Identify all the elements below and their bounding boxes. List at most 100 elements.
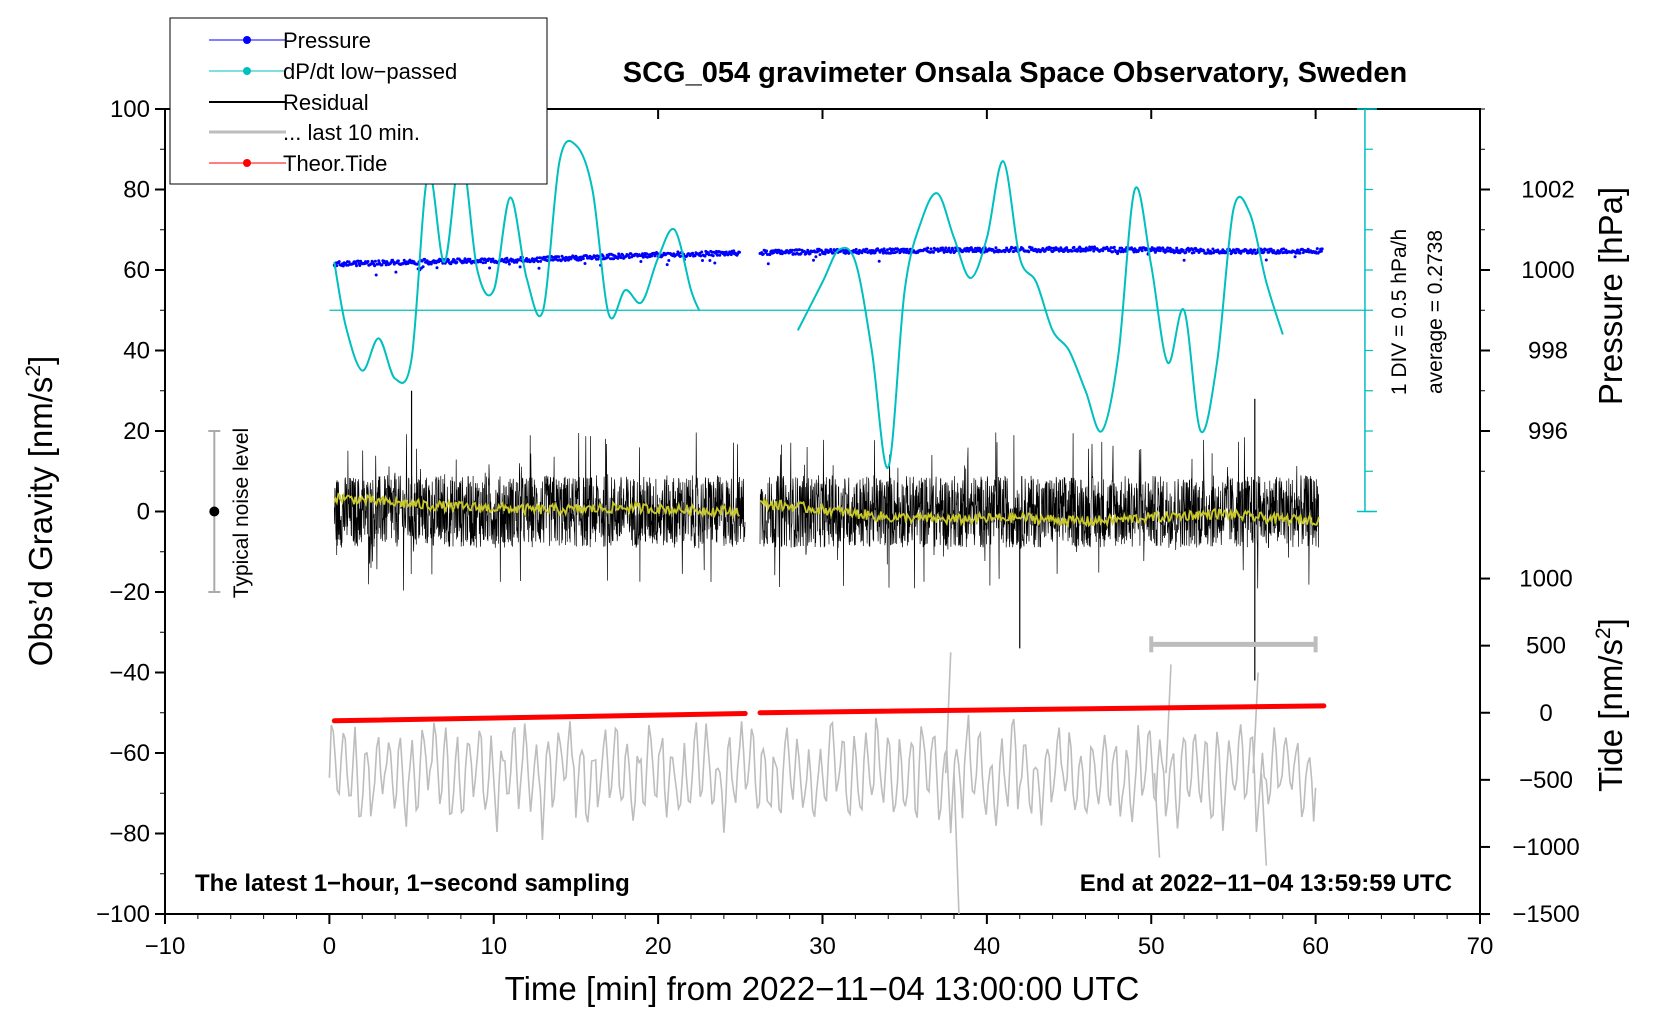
pressure-point — [356, 259, 360, 263]
pressure-point — [468, 257, 472, 261]
pressure-point — [699, 254, 703, 258]
y-tick-label: 40 — [123, 338, 150, 365]
pressure-point — [854, 247, 858, 251]
pressure-point — [1109, 246, 1113, 250]
pressure-point — [872, 249, 875, 253]
chart-title: SCG_054 gravimeter Onsala Space Observat… — [623, 57, 1407, 89]
legend-label-pressure: Pressure — [283, 28, 371, 53]
pressure-point — [394, 270, 398, 274]
y-axis-title-text: Obs’d Gravity [nm/s — [22, 377, 59, 667]
dpdt-line — [796, 160, 1284, 469]
pressure-point — [885, 248, 889, 252]
legend-label-tide: Theor.Tide — [283, 151, 387, 176]
pressure-point — [865, 247, 869, 251]
legend-marker-pressure — [243, 36, 251, 44]
pressure-point — [1049, 246, 1053, 250]
last-10-min-line — [328, 714, 1317, 840]
pressure-point — [1184, 250, 1188, 254]
pressure-point — [437, 260, 441, 264]
pressure-point — [518, 265, 522, 269]
tide-tick-label: −1000 — [1512, 834, 1579, 861]
pressure-point — [1228, 249, 1232, 253]
pressure-point — [888, 247, 892, 251]
pressure-point — [1010, 246, 1014, 250]
pressure-point — [606, 255, 610, 259]
pressure-point — [373, 259, 377, 263]
pressure-point — [718, 253, 722, 257]
pressure-point — [1262, 250, 1266, 254]
pressure-point — [1264, 258, 1268, 262]
pressure-point — [1027, 250, 1031, 254]
pressure-point — [691, 251, 695, 255]
y-tick-label: −20 — [109, 579, 150, 606]
pressure-point — [978, 246, 981, 250]
pressure-point — [619, 256, 623, 260]
pressure-point — [707, 253, 711, 257]
pressure-point — [1178, 251, 1182, 255]
pressure-point — [775, 251, 779, 255]
legend: Pressure dP/dt low−passed Residual ... l… — [169, 17, 548, 185]
last-10-min-peak — [1153, 773, 1161, 858]
pressure-point — [715, 253, 719, 257]
pressure-point — [479, 260, 483, 264]
pressure-point — [1293, 255, 1297, 259]
noise-level-label: Typical noise level — [230, 428, 253, 598]
pressure-point — [1255, 251, 1259, 254]
pressure-point — [616, 256, 620, 260]
tide-tick-label: −1500 — [1512, 901, 1579, 928]
pressure-point — [601, 254, 605, 258]
pressure-point — [768, 253, 772, 257]
pressure-point — [650, 254, 654, 258]
tide-tick-label: 1000 — [1519, 566, 1572, 593]
theor-tide-line — [331, 711, 748, 724]
pressure-point — [814, 255, 818, 259]
pressure-point — [535, 256, 539, 260]
pressure-point — [1282, 247, 1286, 251]
pressure-point — [536, 260, 540, 263]
pressure-point — [596, 257, 600, 261]
pressure-point — [550, 255, 554, 259]
pressure-point — [552, 258, 556, 262]
pressure-axis-ticks: 996 998 1000 1002 — [1480, 108, 1575, 472]
pressure-point — [366, 260, 370, 263]
pressure-point — [645, 252, 649, 256]
pressure-point — [581, 257, 585, 261]
pressure-point — [1116, 252, 1120, 256]
dpdt-div-label: 1 DIV = 0.5 hPa/h — [1388, 229, 1411, 395]
pressure-point — [579, 258, 583, 262]
pressure-point — [532, 260, 536, 264]
pressure-point — [808, 252, 812, 255]
pressure-point — [537, 266, 541, 270]
x-tick-label: 50 — [1138, 933, 1165, 960]
last-10-min-series — [328, 652, 1317, 915]
pressure-point — [779, 249, 783, 253]
pressure-point — [818, 253, 822, 257]
y-tick-label: 20 — [123, 418, 150, 445]
pressure-point — [1101, 249, 1105, 253]
pressure-point — [947, 246, 951, 250]
pressure-point — [1132, 250, 1136, 254]
pressure-point — [402, 258, 406, 262]
pressure-point — [1182, 258, 1186, 262]
y-axis-title: Obs’d Gravity [nm/s2] — [22, 356, 59, 667]
pressure-point — [525, 257, 529, 260]
x-tick-label: 10 — [480, 933, 507, 960]
dpdt-scale-axis — [1356, 108, 1377, 513]
residual-smoothed-line — [759, 497, 1320, 529]
pressure-point — [373, 264, 377, 268]
y-tick-label: 80 — [123, 177, 150, 204]
pressure-point — [1112, 245, 1116, 249]
pressure-point — [667, 259, 671, 262]
y-axis-ticks: −100 −80 −60 −40 −20 0 20 40 60 80 100 — [96, 96, 165, 928]
pressure-point — [766, 262, 770, 266]
x-tick-label: 30 — [809, 933, 836, 960]
pressure-point — [881, 251, 885, 255]
pressure-point — [863, 250, 867, 254]
dpdt-average-label: average = 0.2738 — [1424, 230, 1447, 394]
pressure-point — [491, 257, 495, 261]
pressure-point — [627, 256, 631, 260]
y-tick-label: 60 — [123, 257, 150, 284]
pressure-point — [1306, 247, 1310, 251]
pressure-point — [693, 254, 697, 258]
pressure-point — [1234, 251, 1238, 255]
